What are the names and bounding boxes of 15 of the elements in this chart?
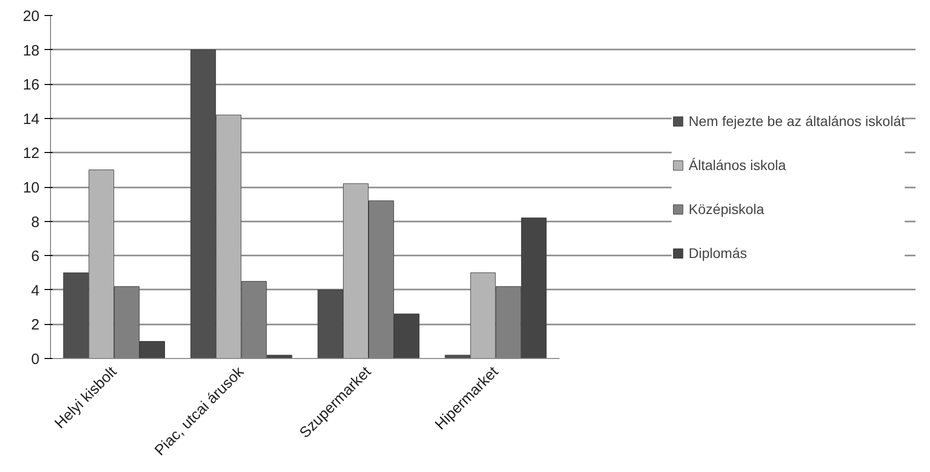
y-tick-label: 12: [22, 145, 40, 162]
legend-label: Általános iskola: [688, 156, 786, 172]
y-tick-label: 14: [22, 110, 40, 128]
y-tick-label: 0: [31, 351, 40, 368]
y-tick-label: 4: [31, 282, 40, 300]
y-tick-label: 8: [31, 214, 40, 231]
y-tick-label: 18: [22, 42, 40, 60]
legend-label: Nem fejezte be az általános iskolát: [688, 112, 905, 128]
y-tick-label: 6: [31, 248, 40, 266]
legend-label: Diplomás: [688, 244, 748, 260]
y-tick-label: 2: [31, 316, 40, 334]
legend-label: Középiskola: [688, 200, 764, 216]
y-tick-label: 20: [22, 8, 40, 25]
y-tick-label: 10: [22, 180, 40, 196]
y-tick-label: 16: [22, 76, 40, 94]
